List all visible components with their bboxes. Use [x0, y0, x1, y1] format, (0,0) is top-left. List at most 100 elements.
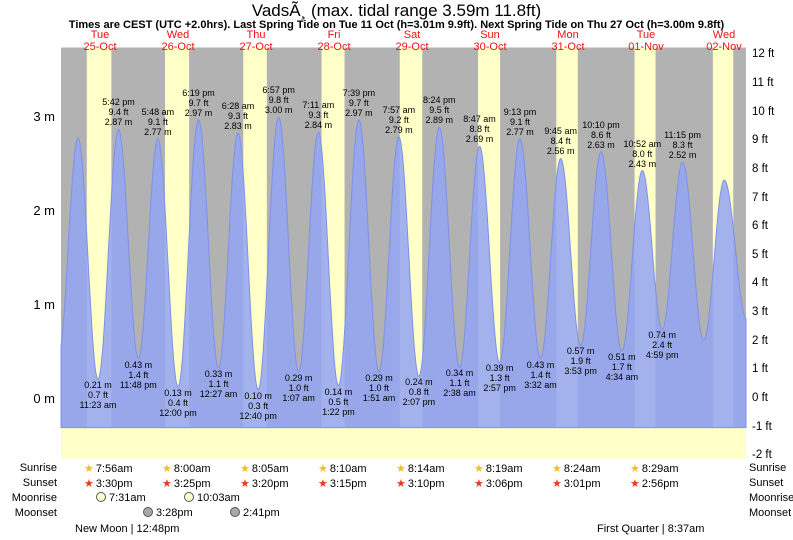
astro-row-label-right: Sunset: [749, 477, 784, 489]
y-axis-label-ft: -1 ft: [752, 420, 772, 433]
y-axis-label-ft: 9 ft: [752, 134, 768, 147]
sunset-item: ★ 2:56pm: [630, 477, 679, 490]
tide-area: [60, 116, 747, 429]
astro-row-label-left: Moonset: [14, 507, 57, 519]
tide-high-annotation: 6:28 am 9.3 ft 2.83 m: [221, 101, 255, 132]
tide-low-annotation: 0.43 m 1.4 ft 3:32 am: [524, 359, 557, 390]
sunset-item: ★ 3:06pm: [474, 477, 523, 490]
sunrise-item: ★ 8:14am: [396, 462, 445, 475]
tide-high-annotation: 7:39 pm 9.7 ft 2.97 m: [342, 87, 376, 118]
sunrise-time: 8:00am: [173, 463, 211, 475]
sunset-item: ★ 3:25pm: [162, 477, 211, 490]
tide-low-annotation: 0.29 m 1.0 ft 1:51 am: [362, 372, 396, 403]
sunrise-item: ★ 8:29am: [630, 462, 679, 475]
y-axis-label-m: 3 m: [33, 109, 55, 125]
tide-low-annotation: 0.43 m 1.4 ft 11:48 pm: [119, 359, 157, 390]
sunrise-item: ★ 8:24am: [552, 462, 601, 475]
y-axis-label-ft: 6 ft: [752, 220, 768, 233]
sunset-star-icon: ★: [474, 478, 484, 490]
sunset-time: 3:06pm: [485, 478, 523, 490]
day-header: Wed 26-Oct: [161, 29, 195, 53]
astro-row-label-left: Moonrise: [11, 492, 57, 504]
sunset-item: ★ 3:20pm: [240, 477, 289, 490]
sunrise-time: 7:56am: [95, 463, 133, 475]
sunset-time: 3:10pm: [407, 478, 445, 490]
tide-low-annotation: 0.14 m 0.5 ft 1:22 pm: [322, 386, 355, 417]
y-axis-label-m: 2 m: [33, 203, 55, 219]
tide-low-annotation: 0.24 m 0.8 ft 2:07 pm: [402, 377, 436, 408]
moonset-moon-icon: [230, 507, 240, 517]
page-title: VadsÃ¸ (max. tidal range 3.59m 11.8ft): [251, 1, 542, 20]
below-low-strip: [61, 427, 746, 459]
tide-high-annotation: 6:19 pm 9.7 ft 2.97 m: [182, 87, 215, 118]
sunset-star-icon: ★: [84, 478, 94, 490]
tide-low-annotation: 0.57 m 1.9 ft 3:53 pm: [564, 346, 597, 377]
sunrise-star-icon: ★: [630, 463, 640, 475]
tide-high-annotation: 7:11 am 9.3 ft 2.84 m: [302, 100, 335, 131]
tide-high-annotation: 11:15 pm 8.3 ft 2.52 m: [664, 130, 701, 161]
sunrise-star-icon: ★: [318, 463, 328, 475]
sunset-time: 3:25pm: [173, 478, 211, 490]
moonset-time: 3:28pm: [156, 507, 193, 519]
tide-high-annotation: 8:24 pm 9.5 ft 2.89 m: [423, 95, 456, 126]
tide-low-annotation: 0.74 m 2.4 ft 4:59 pm: [645, 330, 679, 361]
tide-low-annotation: 0.10 m 0.3 ft 12:40 pm: [239, 390, 277, 421]
sunrise-star-icon: ★: [162, 463, 172, 475]
y-axis-label-ft: 7 ft: [752, 191, 768, 204]
y-axis-label-ft: 12 ft: [752, 48, 775, 61]
moonrise-moon-icon: [184, 492, 194, 502]
tide-high-annotation: 9:13 pm 9.1 ft 2.77 m: [503, 106, 537, 137]
tide-low-annotation: 0.33 m 1.1 ft 12:27 am: [199, 368, 238, 399]
sunrise-item: ★ 7:56am: [84, 462, 133, 475]
sunrise-time: 8:05am: [251, 463, 289, 475]
y-axis-label-ft: 3 ft: [752, 306, 768, 319]
moonset-item: 3:28pm: [143, 507, 193, 519]
y-axis-label-ft: 11 ft: [752, 76, 774, 89]
day-header: Tue 25-Oct: [83, 29, 117, 53]
astro-row-label-right: Moonset: [749, 507, 792, 519]
sunrise-star-icon: ★: [474, 463, 484, 475]
day-header: Sun 30-Oct: [473, 29, 507, 53]
moonset-moon-icon: [143, 507, 153, 517]
sunset-star-icon: ★: [240, 478, 250, 490]
sunset-time: 3:30pm: [95, 478, 133, 490]
tide-low-annotation: 0.13 m 0.4 ft 12:00 pm: [159, 387, 197, 418]
sunset-star-icon: ★: [162, 478, 172, 490]
sunset-star-icon: ★: [318, 478, 328, 490]
sunset-item: ★ 3:15pm: [318, 477, 367, 490]
sunset-time: 3:15pm: [329, 478, 367, 490]
sunset-item: ★ 3:10pm: [396, 477, 445, 490]
y-axis-label-ft: 2 ft: [752, 334, 768, 347]
day-header: Fri 28-Oct: [317, 29, 351, 53]
tide-low-annotation: 0.29 m 1.0 ft 1:07 am: [282, 372, 315, 403]
tide-low-annotation: 0.34 m 1.1 ft 2:38 am: [443, 368, 476, 399]
y-axis-label-ft: 1 ft: [752, 363, 768, 376]
moonset-time: 2:41pm: [243, 507, 280, 519]
sunrise-star-icon: ★: [240, 463, 250, 475]
sunrise-item: ★ 8:05am: [240, 462, 289, 475]
tide-high-annotation: 5:48 am 9.1 ft 2.77 m: [141, 106, 175, 137]
moonrise-item: 10:03am: [184, 492, 240, 504]
sunrise-item: ★ 8:19am: [474, 462, 523, 475]
sunset-time: 2:56pm: [641, 478, 679, 490]
sunrise-item: ★ 8:10am: [318, 462, 367, 475]
tide-high-annotation: 9:45 am 8.4 ft 2.56 m: [544, 126, 577, 157]
sunrise-time: 8:24am: [563, 463, 601, 475]
sunset-star-icon: ★: [552, 478, 562, 490]
moonset-item: 2:41pm: [230, 507, 280, 519]
astro-row-label-right: Sunrise: [749, 462, 787, 474]
astro-row-label-right: Moonrise: [749, 492, 793, 504]
day-header: Wed 02-Nov: [706, 29, 742, 53]
tide-low-annotation: 0.51 m 1.7 ft 4:34 am: [605, 352, 639, 383]
y-axis-label-m: 0 m: [33, 391, 55, 406]
sunrise-star-icon: ★: [552, 463, 562, 475]
astro-row-label-left: Sunset: [22, 477, 57, 489]
tide-low-annotation: 0.39 m 1.3 ft 2:57 pm: [483, 363, 516, 394]
tide-high-annotation: 6:57 pm 9.8 ft 3.00 m: [262, 85, 295, 116]
y-axis-label-ft: -2 ft: [752, 449, 772, 462]
sunset-item: ★ 3:30pm: [84, 477, 133, 490]
sunrise-star-icon: ★: [396, 463, 406, 475]
moonrise-moon-icon: [96, 492, 106, 502]
